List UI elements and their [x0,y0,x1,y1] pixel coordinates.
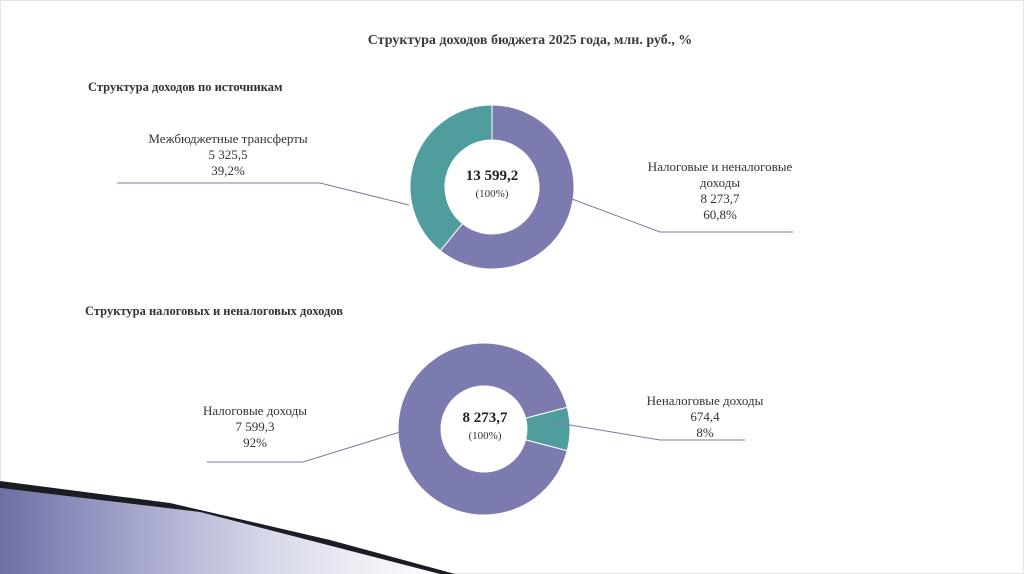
chart2-label-tax: Налоговые доходы 7 599,3 92% [160,403,350,451]
chart2-leader-line-2 [551,421,745,441]
chart1-leader-line-2 [117,182,410,206]
decor-swoosh-shadow [0,481,455,574]
chart2-leader-line-1 [207,431,401,463]
decor-swoosh-band [0,488,440,574]
page-title: Структура доходов бюджета 2025 года, млн… [367,33,693,48]
chart1-label-tax: Налоговые и неналоговые доходы 8 273,7 6… [620,159,820,223]
chart1-center-share: (100%) [475,188,509,200]
chart2-label-tax-name: Налоговые доходы [203,403,307,418]
donut-chart-1 [117,104,793,270]
chart1-label-tax-name-line1: Налоговые и неналоговые [647,159,793,174]
chart2-title: Структура налоговых и неналоговых доходо… [85,304,343,318]
chart1-slice-2 [409,104,493,252]
chart1-label-tax-value: 8 273,7 [700,191,740,206]
chart1-center: 13 599,2 (100%) [442,168,542,200]
chart1-label-transfers-percent: 39,2% [211,163,245,178]
chart1-label-tax-name-line2: доходы [699,175,741,190]
chart2-center-share: (100%) [468,430,502,442]
chart2-label-tax-value: 7 599,3 [235,419,275,434]
chart2-label-nontax: Неналоговые доходы 674,4 8% [610,393,800,441]
chart2-label-nontax-value: 674,4 [690,409,720,424]
chart1-slice-1 [439,104,575,270]
chart2-slice-1 [397,342,568,516]
chart1-title: Структура доходов по источникам [88,80,283,94]
chart2-label-nontax-percent: 8% [696,425,714,440]
chart1-label-transfers-value: 5 325,5 [208,147,248,162]
chart2-label-tax-percent: 92% [243,435,267,450]
chart1-center-total: 13 599,2 [465,168,519,184]
chart2-center: 8 273,7 (100%) [435,410,535,442]
chart1-label-transfers: Межбюджетные трансферты 5 325,5 39,2% [128,131,328,179]
donut-chart-2 [207,342,745,516]
chart2-center-total: 8 273,7 [462,410,508,426]
chart2-label-nontax-name: Неналоговые доходы [646,393,764,408]
chart1-label-transfers-name: Межбюджетные трансферты [148,131,308,146]
chart1-leader-line-1 [571,198,793,233]
chart1-label-tax-percent: 60,8% [703,207,737,222]
